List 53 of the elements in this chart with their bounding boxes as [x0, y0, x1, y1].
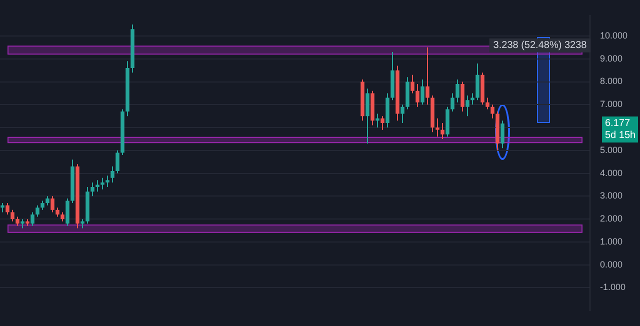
text: 5d 15h: [605, 130, 636, 142]
text: 6.177: [605, 118, 630, 130]
y-tick-label: 4.000: [600, 168, 623, 178]
candlestick: [36, 204, 40, 218]
candlestick: [80, 218, 84, 229]
candlestick: [476, 62, 480, 101]
candlestick: [366, 88, 370, 144]
candlestick: [460, 81, 464, 112]
candlestick: [20, 218, 24, 229]
y-tick-label: 2.000: [600, 214, 623, 224]
candlestick: [486, 97, 490, 110]
candlestick: [490, 104, 494, 119]
candlestick: [30, 212, 34, 226]
candlestick: [106, 175, 110, 188]
candlestick: [440, 122, 444, 140]
candlestick: [56, 207, 60, 218]
candlestick: [50, 196, 54, 213]
candlestick: [96, 180, 100, 192]
y-tick-label: 5.000: [600, 144, 623, 155]
candlestick: [376, 113, 380, 128]
candlestick: [66, 198, 70, 226]
candlestick: [10, 209, 14, 222]
candlestick: [46, 196, 50, 206]
annotation: 3.238 (52.48%) 3238: [493, 40, 588, 52]
candlestick: [470, 92, 474, 106]
candlestick: [410, 74, 414, 94]
candlestick: [500, 120, 504, 149]
candlestick: [400, 104, 404, 124]
candlestick: [466, 94, 470, 117]
candlestick: [436, 118, 440, 138]
candlestick: [450, 92, 454, 112]
candlestick: [116, 150, 120, 174]
candlestick: [426, 46, 430, 106]
candlestick: [110, 166, 114, 183]
y-tick-label: 10.000: [600, 30, 628, 40]
candlestick: [380, 116, 384, 130]
candlestick: [60, 212, 64, 222]
candlestick: [420, 78, 424, 106]
y-tick-label: -1.000: [600, 282, 626, 292]
y-tick-label: 3.000: [600, 190, 623, 201]
y-tick-label: 1.000: [600, 236, 623, 246]
y-tick-label: 0.000: [600, 259, 623, 270]
y-tick-label: 7.000: [600, 99, 623, 110]
candlestick: [416, 84, 420, 108]
candlestick: [16, 216, 20, 226]
candlestick: [40, 200, 44, 210]
candlestick: [90, 182, 94, 197]
candlestick: [100, 177, 104, 190]
y-tick-label: 9.000: [600, 53, 623, 64]
y-tick-label: 8.000: [600, 76, 623, 86]
candlestick: [456, 78, 460, 103]
candlestick: [0, 202, 4, 213]
candlestick: [6, 202, 10, 215]
